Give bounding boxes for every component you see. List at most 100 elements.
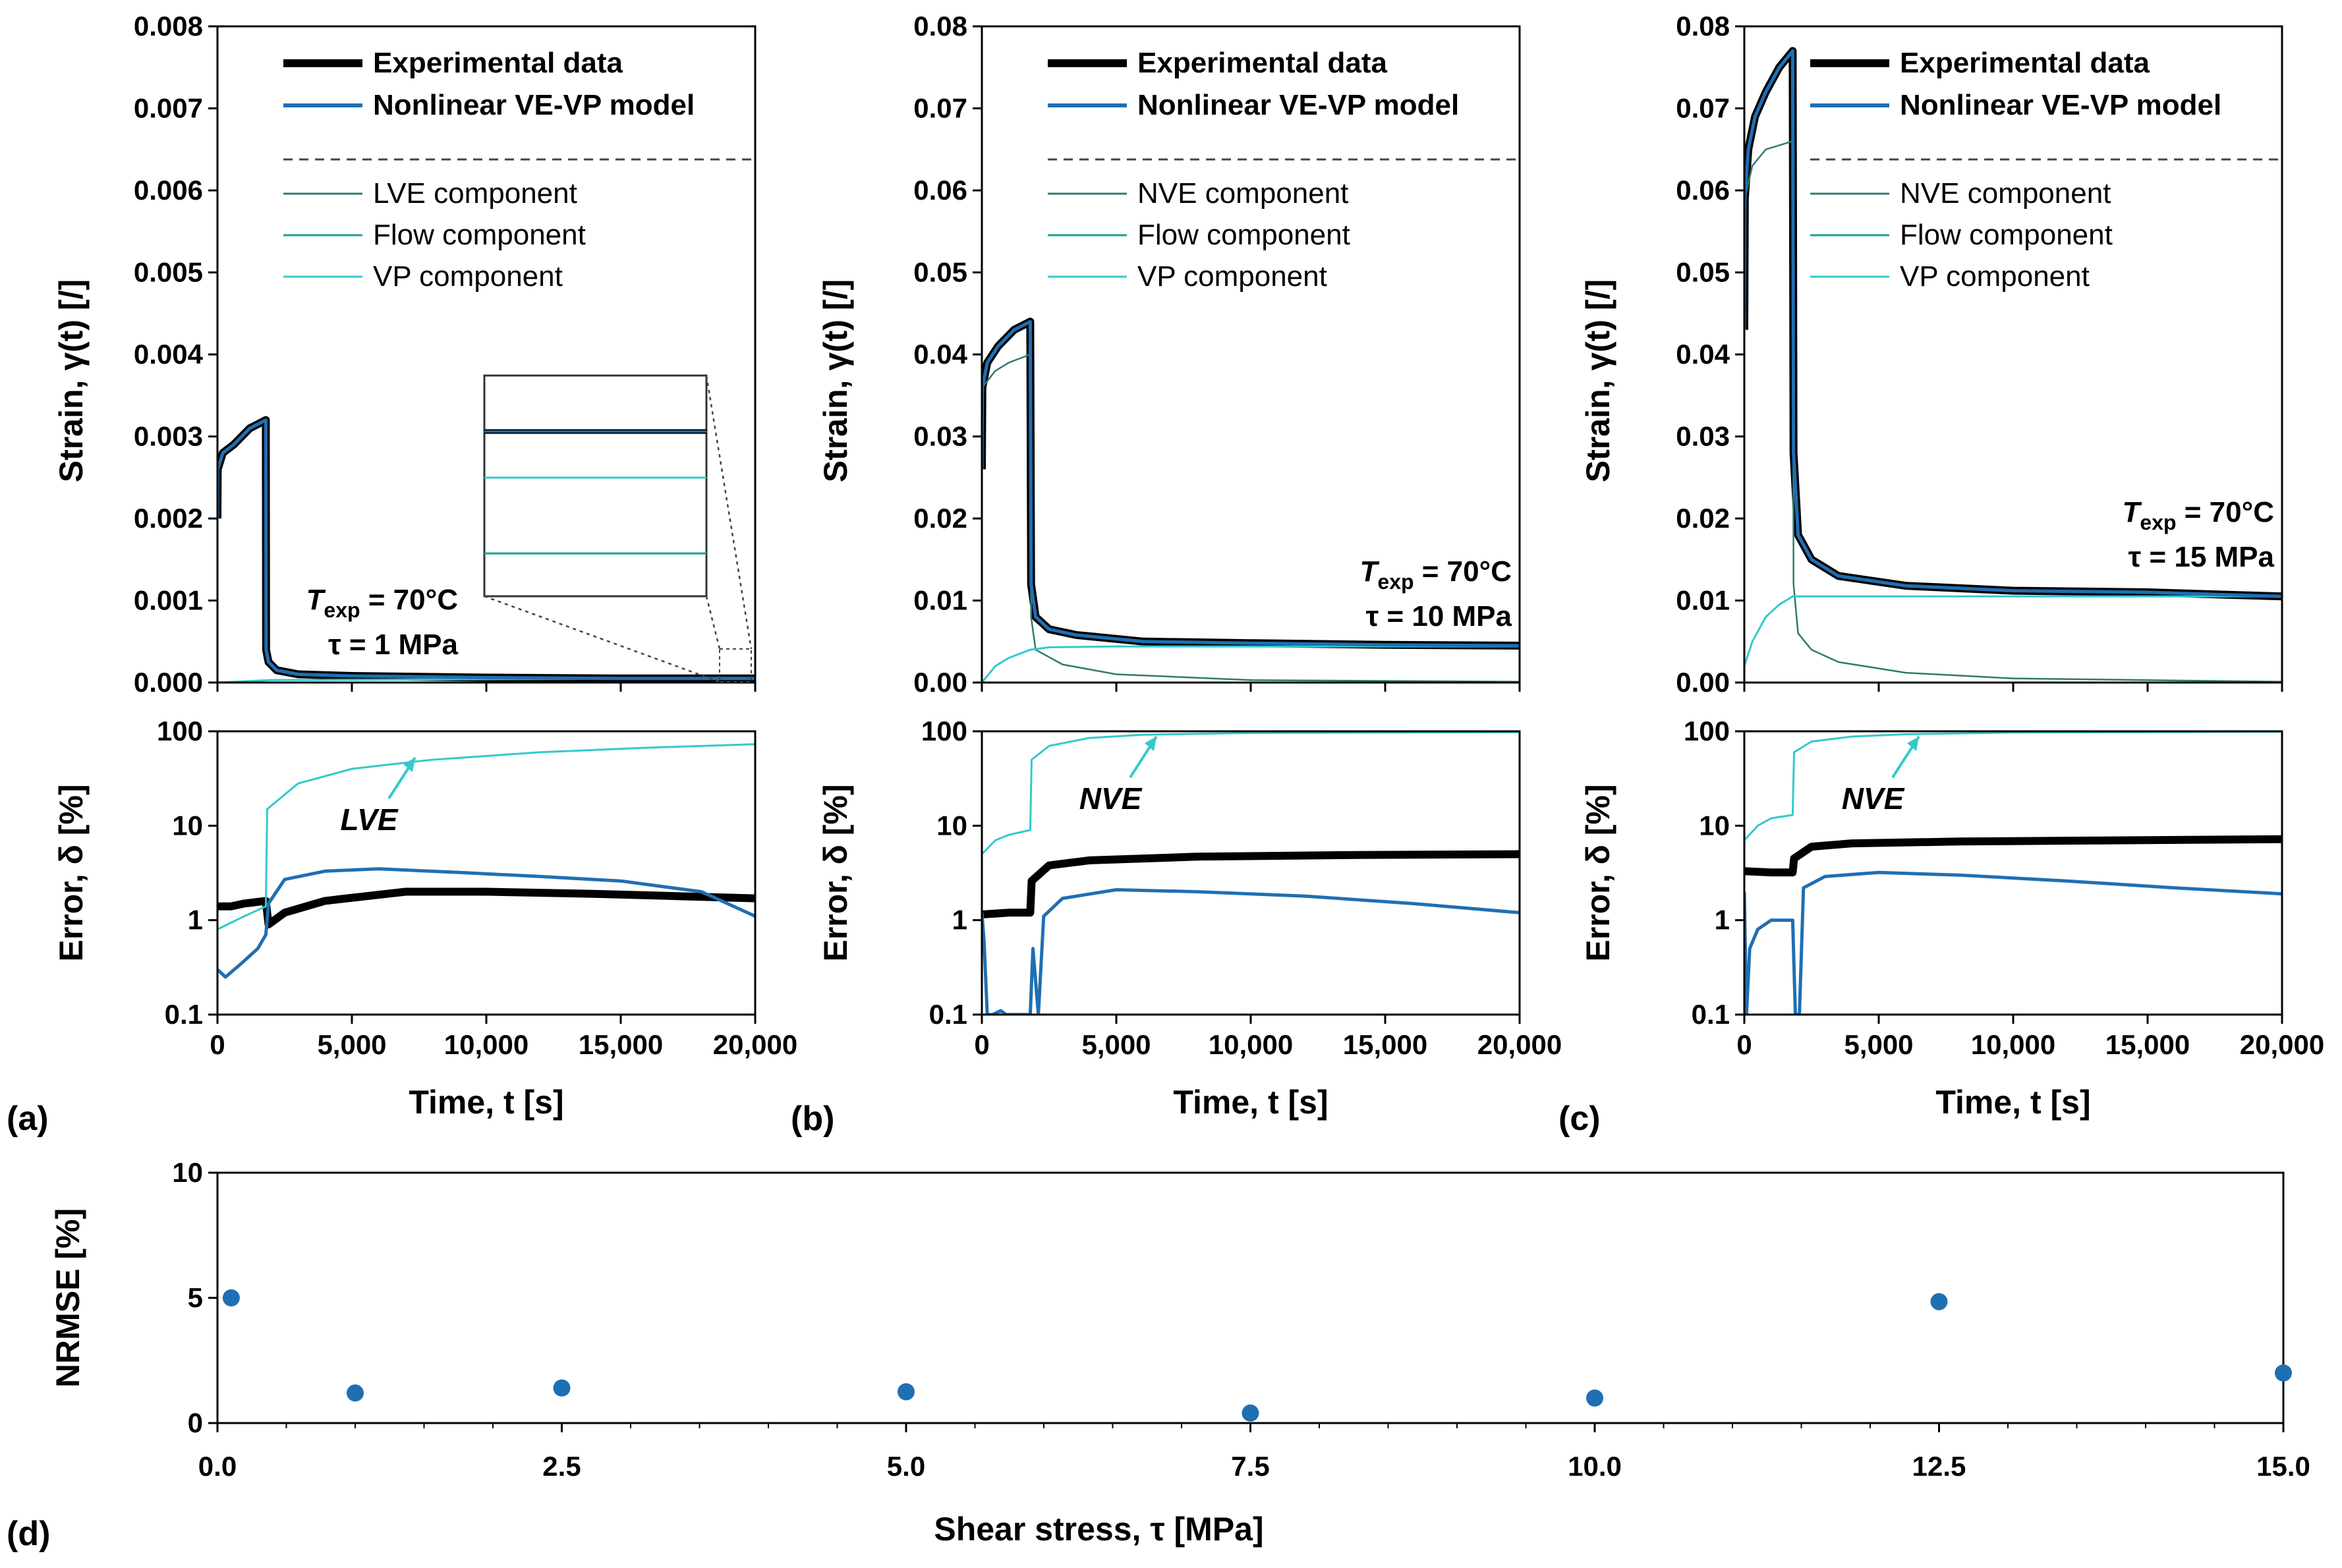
a-strain-ytick-label: 0.000 <box>134 667 203 698</box>
panel-d: 0 5 10 0.0 2.5 5.0 7.5 10.0 12.5 15.0 NRMSE [%] She… <box>49 1157 2310 1548</box>
c-error-ylabel: Error, δ [%] <box>1580 784 1616 961</box>
zoom-source-box <box>719 648 752 683</box>
c-error-ytick-label: 100 <box>1684 715 1730 746</box>
temperature-value: = 70°C <box>2177 496 2274 528</box>
c-strain-ytick-label: 0.03 <box>1676 421 1730 452</box>
c-error-series-experimental-data <box>1744 835 2282 877</box>
c-strain-ytick-label: 0.02 <box>1676 503 1730 534</box>
d-point <box>347 1384 364 1402</box>
a-strain-ytick-label: 0.006 <box>134 175 203 206</box>
c-error-xtick-label: 20,000 <box>2240 1029 2324 1060</box>
b-strain-ytick-label: 0.01 <box>913 585 967 616</box>
a-strain-ytick-label: 0.004 <box>134 339 204 370</box>
b-error-series-group <box>982 731 1520 1015</box>
d-xtick-label: 10.0 <box>1568 1451 1622 1482</box>
a-error-xtick-label: 15,000 <box>579 1029 663 1060</box>
c-xlabel: Time, t [s] <box>1935 1084 2090 1121</box>
legend-label-model: Nonlinear VE-VP model <box>1900 89 2221 121</box>
temperature-label: Texp = 70°C <box>2123 496 2275 534</box>
temperature-label: Texp = 70°C <box>1360 555 1512 594</box>
b-strain-ytick-label: 0.08 <box>913 11 967 42</box>
legend-label-model: Nonlinear VE-VP model <box>1137 89 1459 121</box>
b-strain-ytick-label: 0.05 <box>913 257 967 288</box>
legend-label-experimental: Experimental data <box>373 47 623 79</box>
c-strain-series-nonlinear-ve-vp-model <box>1744 49 2282 598</box>
b-error-xtick-label: 10,000 <box>1209 1029 1293 1060</box>
a-error-ytick-label: 100 <box>157 715 203 746</box>
a-error-ytick-label: 10 <box>172 810 203 841</box>
d-point <box>1586 1389 1603 1407</box>
condition-annotation: Texp = 70°C τ = 15 MPa <box>2123 496 2275 573</box>
b-annotation-arrowhead <box>1145 737 1157 751</box>
c-strain-ytick-label: 0.00 <box>1676 667 1730 698</box>
b-strain-ytick-label: 0.00 <box>913 667 967 698</box>
a-error-ytick-label: 1 <box>188 905 203 936</box>
c-strain-series-group <box>1744 47 2282 683</box>
a-xlabel: Time, t [s] <box>409 1084 563 1121</box>
d-ytick-label: 10 <box>172 1157 203 1188</box>
a-strain-ytick-label: 0.008 <box>134 11 203 42</box>
d-xtick-label: 15.0 <box>2256 1451 2310 1482</box>
a-error-xtick-label: 10,000 <box>444 1029 528 1060</box>
condition-annotation: Texp = 70°C τ = 10 MPa <box>1360 555 1512 632</box>
b-strain-series-nve-component <box>982 353 1520 683</box>
c-strain-ytick-label: 0.08 <box>1676 11 1730 42</box>
a-error-series-group <box>217 743 755 979</box>
b-error-ylabel: Error, δ [%] <box>817 784 854 961</box>
a-strain-ytick-label: 0.002 <box>134 503 203 534</box>
panel-label-c: (c) <box>1558 1100 1601 1138</box>
temperature-symbol: T <box>1360 555 1380 588</box>
a-annotation-arrowhead <box>403 758 415 772</box>
c-error-series-group <box>1744 731 2282 1015</box>
b-strain-ytick-label: 0.03 <box>913 421 967 452</box>
d-point <box>2275 1364 2292 1382</box>
c-error-xtick-label: 10,000 <box>1971 1029 2055 1060</box>
c-strain-ytick-label: 0.04 <box>1676 339 1730 370</box>
zoom-inset-frame <box>483 374 708 598</box>
panel-label-b: (b) <box>791 1100 834 1138</box>
legend-label-component: NVE component <box>1900 177 2111 210</box>
c-strain-series-vp-component <box>1744 595 2282 667</box>
c-strain-ylabel: Strain, γ(t) [/] <box>1580 279 1616 482</box>
d-point <box>1242 1404 1259 1422</box>
b-error-series-nonlinear-ve-vp-model <box>982 888 1520 1015</box>
b-error-series-experimental-data <box>982 850 1520 918</box>
b-error-ytick-label: 100 <box>921 715 967 746</box>
c-strain-ytick-label: 0.01 <box>1676 585 1730 616</box>
c-error-ytick-label: 0.1 <box>1692 999 1730 1030</box>
legend-label-component: VP component <box>373 260 563 293</box>
a-strain-ytick-label: 0.003 <box>134 421 203 452</box>
d-point <box>553 1379 571 1397</box>
b-error-ytick-label: 10 <box>936 810 967 841</box>
stress-label: τ = 10 MPa <box>1366 600 1512 632</box>
condition-annotation: Texp = 70°C τ = 1 MPa <box>306 584 459 661</box>
d-xlabel: Shear stress, τ [MPa] <box>934 1511 1263 1548</box>
a-error-ytick-label: 0.1 <box>165 999 203 1030</box>
stress-label: τ = 1 MPa <box>328 629 458 661</box>
temperature-subscript: exp <box>1377 570 1414 594</box>
c-strain-ytick-label: 0.07 <box>1676 93 1730 124</box>
d-xtick-label: 5.0 <box>887 1451 925 1482</box>
b-strain-ytick-label: 0.02 <box>913 503 967 534</box>
b-strain-ytick-label: 0.04 <box>913 339 967 370</box>
zoom-connector <box>484 595 720 683</box>
zoom-connector <box>705 375 753 650</box>
temperature-value: = 70°C <box>360 584 458 616</box>
a-strain-ylabel: Strain, γ(t) [/] <box>53 279 90 482</box>
a-error-xtick-label: 0 <box>210 1029 225 1060</box>
temperature-label: Texp = 70°C <box>306 584 459 622</box>
legend: Experimental data Nonlinear VE-VP model NV… <box>1810 47 2285 293</box>
c-error-frame <box>1743 730 2283 1016</box>
legend-label-component: Flow component <box>373 219 586 251</box>
d-frame <box>216 1171 2285 1424</box>
a-strain-ytick-label: 0.005 <box>134 257 203 288</box>
b-error-xtick-label: 0 <box>974 1029 989 1060</box>
d-xtick-label: 12.5 <box>1912 1451 1966 1482</box>
legend-label-component: VP component <box>1137 260 1327 293</box>
b-strain-ylabel: Strain, γ(t) [/] <box>817 279 854 482</box>
temperature-subscript: exp <box>2140 511 2176 534</box>
c-error-annotation: NVE <box>1842 781 1905 816</box>
b-error-series-vp-component <box>982 731 1520 855</box>
b-strain-series-experimental-data <box>982 318 1520 650</box>
